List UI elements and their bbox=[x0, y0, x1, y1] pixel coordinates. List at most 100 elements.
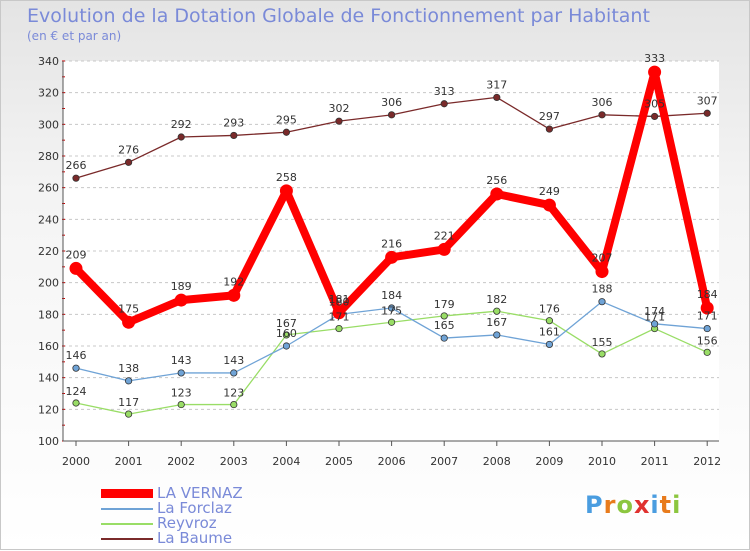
data-point-la-vernaz bbox=[595, 265, 609, 279]
data-point-la-vernaz bbox=[437, 242, 451, 256]
y-tick-label: 220 bbox=[38, 245, 59, 258]
data-label-reyvroz: 117 bbox=[118, 396, 139, 409]
data-label-reyvroz: 182 bbox=[486, 293, 507, 306]
data-label-la-forclaz: 143 bbox=[223, 354, 244, 367]
data-point-la-baume bbox=[282, 128, 290, 136]
data-label-la-vernaz: 192 bbox=[223, 275, 244, 288]
data-label-la-baume: 292 bbox=[171, 118, 192, 131]
x-tick-label: 2011 bbox=[641, 455, 669, 468]
data-label-la-forclaz: 161 bbox=[539, 325, 560, 338]
logo-letter: P bbox=[585, 491, 604, 519]
logo-letter: t bbox=[659, 491, 673, 519]
data-point-la-vernaz bbox=[332, 306, 346, 320]
data-point-reyvroz bbox=[72, 399, 80, 407]
legend-label: La Baume bbox=[157, 529, 233, 547]
data-label-reyvroz: 167 bbox=[276, 317, 297, 330]
data-point-la-vernaz bbox=[122, 315, 136, 329]
data-point-la-baume bbox=[177, 133, 185, 141]
x-tick-label: 2005 bbox=[325, 455, 353, 468]
data-label-la-baume: 307 bbox=[697, 94, 718, 107]
x-tick-label: 2010 bbox=[588, 455, 616, 468]
data-label-reyvroz: 171 bbox=[329, 311, 350, 324]
legend-swatch-la-vernaz bbox=[101, 489, 153, 498]
data-point-reyvroz bbox=[282, 331, 290, 339]
data-label-la-vernaz: 256 bbox=[486, 174, 507, 187]
y-tick-label: 160 bbox=[38, 340, 59, 353]
logo-letter: i bbox=[650, 491, 660, 519]
data-point-reyvroz bbox=[125, 410, 133, 418]
legend-item-la-forclaz: La Forclaz bbox=[101, 501, 243, 516]
data-label-la-vernaz: 221 bbox=[434, 229, 455, 242]
y-tick-label: 240 bbox=[38, 213, 59, 226]
data-point-la-baume bbox=[387, 111, 396, 119]
legend-item-reyvroz: Reyvroz bbox=[101, 516, 243, 531]
data-point-la-forclaz bbox=[598, 298, 606, 306]
legend-swatch-la-forclaz bbox=[101, 507, 153, 510]
y-tick-label: 340 bbox=[38, 55, 59, 68]
data-label-la-baume: 276 bbox=[118, 143, 139, 156]
data-point-reyvroz bbox=[335, 324, 343, 333]
data-point-la-baume bbox=[125, 158, 133, 166]
data-label-la-vernaz: 181 bbox=[329, 293, 350, 306]
x-tick-label: 2012 bbox=[693, 455, 721, 468]
data-label-la-baume: 295 bbox=[276, 113, 297, 126]
data-point-reyvroz bbox=[387, 318, 396, 326]
data-point-la-vernaz bbox=[174, 293, 188, 307]
data-label-la-forclaz: 188 bbox=[592, 283, 613, 296]
data-label-reyvroz: 123 bbox=[171, 387, 192, 400]
data-point-la-forclaz bbox=[440, 334, 448, 342]
data-label-la-forclaz: 143 bbox=[171, 354, 192, 367]
data-label-la-vernaz: 249 bbox=[539, 185, 560, 198]
y-tick-label: 100 bbox=[38, 435, 59, 448]
data-point-reyvroz bbox=[440, 312, 448, 320]
data-point-la-baume bbox=[72, 174, 80, 182]
data-point-la-baume bbox=[703, 109, 711, 117]
data-label-la-vernaz: 175 bbox=[118, 302, 139, 315]
data-point-la-forclaz bbox=[282, 342, 290, 350]
data-label-la-forclaz: 160 bbox=[276, 327, 297, 340]
x-tick-label: 2009 bbox=[535, 455, 563, 468]
data-label-la-vernaz: 209 bbox=[66, 248, 87, 261]
proxiti-logo: Proxiti bbox=[585, 491, 681, 519]
legend-label: La Forclaz bbox=[157, 499, 232, 517]
data-point-la-forclaz bbox=[493, 331, 501, 339]
data-label-la-baume: 313 bbox=[434, 85, 455, 98]
data-label-la-forclaz: 171 bbox=[697, 310, 718, 323]
legend-swatch-reyvroz bbox=[101, 522, 153, 525]
data-label-la-forclaz: 174 bbox=[644, 305, 665, 318]
data-point-la-vernaz bbox=[700, 301, 714, 315]
data-label-reyvroz: 179 bbox=[434, 298, 455, 311]
data-label-la-vernaz: 216 bbox=[381, 237, 402, 250]
data-label-la-baume: 293 bbox=[223, 116, 244, 129]
x-tick-label: 2001 bbox=[115, 455, 143, 468]
data-point-la-forclaz bbox=[650, 320, 659, 328]
data-label-la-baume: 306 bbox=[381, 96, 402, 109]
data-point-la-forclaz bbox=[72, 364, 80, 372]
legend-item-la-vernaz: LA VERNAZ bbox=[101, 486, 243, 501]
data-label-reyvroz: 171 bbox=[644, 311, 665, 324]
y-tick-label: 280 bbox=[38, 150, 59, 163]
data-point-la-forclaz bbox=[545, 340, 554, 349]
data-point-reyvroz bbox=[177, 400, 185, 409]
data-label-la-forclaz: 138 bbox=[118, 362, 139, 375]
data-label-la-forclaz: 184 bbox=[381, 289, 402, 302]
legend: LA VERNAZ La Forclaz Reyvroz La Baume bbox=[101, 486, 243, 546]
data-label-reyvroz: 123 bbox=[223, 387, 244, 400]
logo-letter: r bbox=[603, 491, 617, 519]
logo-letter: o bbox=[616, 491, 634, 519]
chart-title: Evolution de la Dotation Globale de Fonc… bbox=[27, 5, 650, 27]
data-label-la-forclaz: 180 bbox=[329, 295, 350, 308]
data-label-la-baume: 302 bbox=[329, 102, 350, 115]
x-tick-label: 2006 bbox=[378, 455, 406, 468]
legend-label: Reyvroz bbox=[157, 514, 217, 532]
data-label-la-baume: 317 bbox=[486, 78, 507, 91]
logo-letter: i bbox=[672, 491, 682, 519]
data-point-reyvroz bbox=[703, 348, 711, 356]
data-point-la-baume bbox=[598, 111, 606, 119]
x-tick-label: 2008 bbox=[483, 455, 511, 468]
y-tick-label: 140 bbox=[38, 372, 59, 385]
data-label-la-baume: 305 bbox=[644, 97, 665, 110]
data-point-la-vernaz bbox=[69, 261, 83, 275]
data-point-reyvroz bbox=[493, 307, 501, 315]
x-tick-label: 2004 bbox=[272, 455, 300, 468]
